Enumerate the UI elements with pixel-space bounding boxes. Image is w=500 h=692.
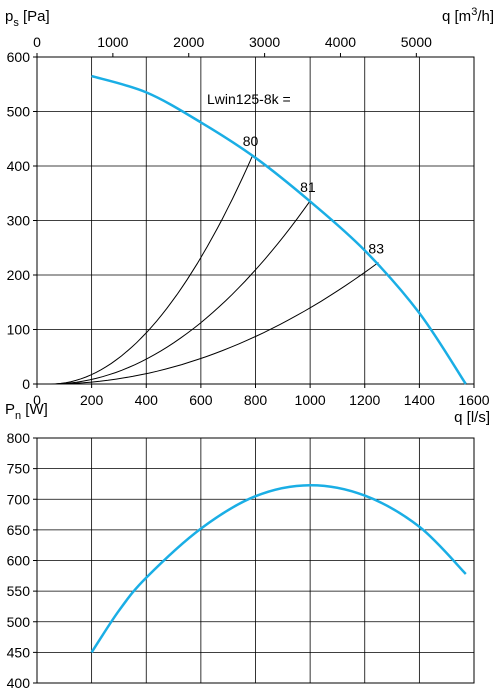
top-tick-label: 4000 [325, 34, 356, 50]
pressure-chart: 0 200 400 600 800 1000 1200 1400 160001002003004… [5, 6, 494, 426]
y-tick-label: 800 [7, 430, 31, 446]
top-tick-label: 5000 [401, 34, 432, 50]
x-tick-label: 200 [80, 392, 104, 408]
x-tick-label: 1000 [295, 392, 326, 408]
system-curve-83 [50, 262, 379, 385]
top-tick-label: 0 [33, 34, 41, 50]
top-tick-label: 1000 [97, 34, 128, 50]
y-tick-label: 750 [7, 461, 31, 477]
fan-pressure-curve [91, 74, 467, 385]
y-tick-label: 400 [7, 158, 31, 174]
x-tick-label: 800 [244, 392, 268, 408]
top-axis-label: q [m3/h] [442, 6, 494, 25]
y-tick-label: 200 [7, 267, 31, 283]
x-tick-label: 0 [33, 392, 41, 408]
x-tick-label: 1600 [458, 392, 489, 408]
top-tick-label: 3000 [249, 34, 280, 50]
system-curve-80 [50, 154, 254, 385]
power-chart: 400 450 500 550 600 650 700 750 800 Pn [W] [5, 401, 475, 691]
y-tick-label: 600 [7, 49, 31, 65]
x-tick-label: 1200 [349, 392, 380, 408]
y-tick-label: 400 [7, 675, 31, 691]
x-axis-label: q [l/s] [454, 409, 490, 426]
y-tick-label: 500 [7, 104, 31, 120]
y-tick-label: 100 [7, 322, 31, 338]
y-tick-label: 650 [7, 522, 31, 538]
system-curve-label: 81 [300, 179, 316, 195]
y-axis-label: ps [Pa] [5, 8, 50, 29]
y-tick-label: 550 [7, 583, 31, 599]
y-tick-label: 700 [7, 491, 31, 507]
curve-annotation: Lwin125-8k = [207, 91, 291, 107]
y-tick-label: 450 [7, 644, 31, 660]
y-tick-label: 500 [7, 614, 31, 630]
y-tick-label: 0 [22, 376, 30, 392]
system-curve-81 [50, 200, 311, 385]
y-tick-label: 600 [7, 553, 31, 569]
y-axis-label: Pn [W] [5, 401, 48, 422]
x-tick-label: 600 [189, 392, 213, 408]
top-tick-label: 2000 [173, 34, 204, 50]
x-tick-label: 1400 [404, 392, 435, 408]
system-curve-label: 83 [368, 240, 384, 256]
system-curve-label: 80 [243, 133, 259, 149]
plot-frame [36, 437, 475, 684]
power-curve [90, 483, 467, 654]
y-tick-label: 300 [7, 213, 31, 229]
x-tick-label: 400 [135, 392, 159, 408]
